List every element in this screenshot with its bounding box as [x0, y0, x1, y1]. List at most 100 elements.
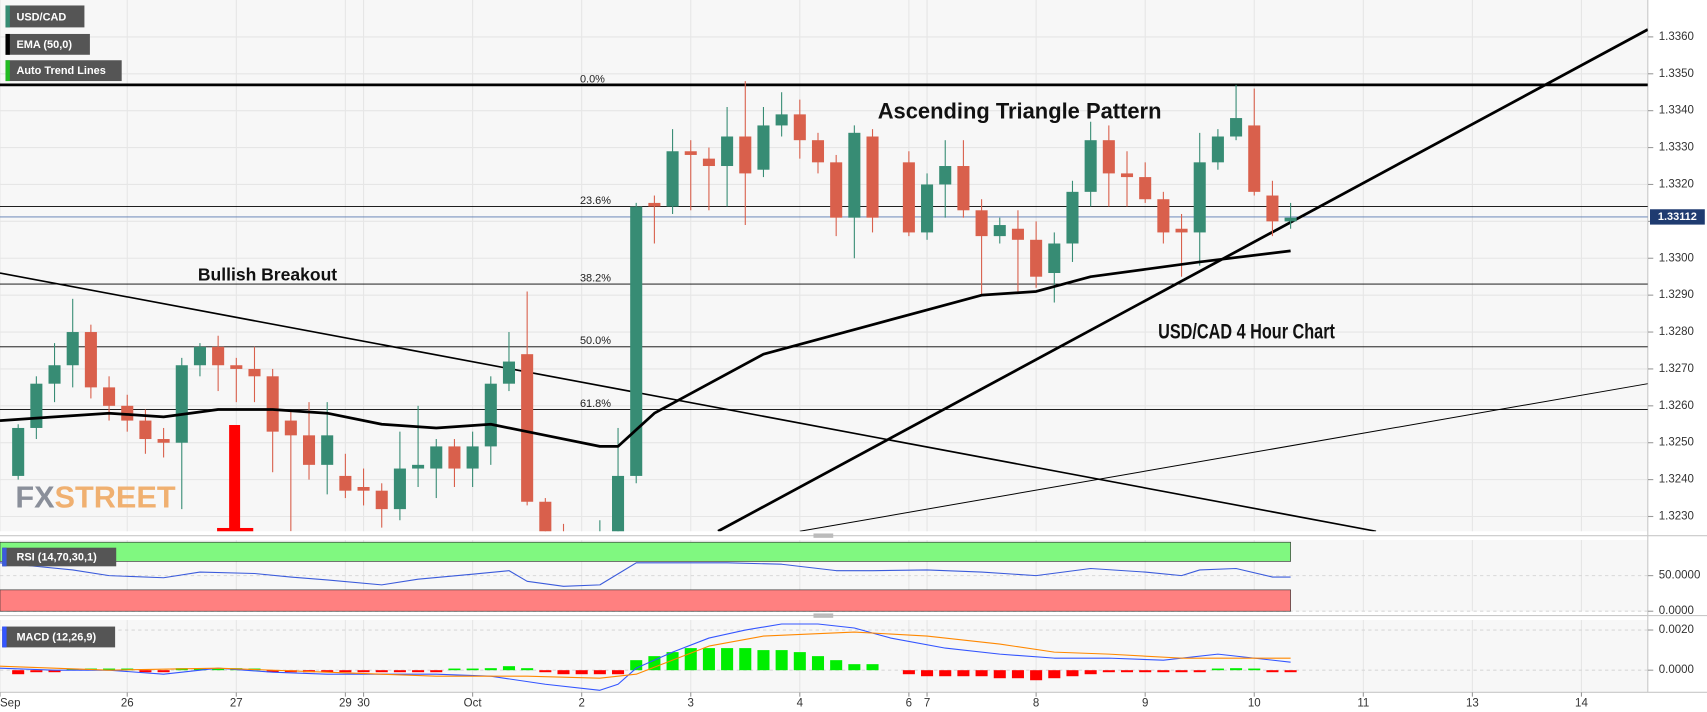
histogram-bar: [1030, 670, 1043, 681]
red-marker-base: [217, 527, 254, 532]
histogram-bar: [448, 668, 461, 671]
histogram-bar: [957, 670, 970, 677]
last-price-box: [1649, 209, 1705, 225]
histogram-bar: [393, 670, 406, 673]
legend-box[interactable]: [5, 5, 85, 28]
histogram-bar: [648, 656, 661, 671]
candle-body: [1175, 228, 1188, 233]
candle-body: [430, 446, 443, 469]
x-tick-label: 26: [121, 697, 134, 709]
fib-label: 61.8%: [580, 398, 611, 410]
candle-body: [375, 490, 388, 510]
histogram-bar: [1175, 670, 1188, 673]
resize-handle[interactable]: [813, 533, 834, 538]
candle-body: [12, 427, 25, 476]
candle-body: [1048, 243, 1061, 274]
histogram-bar: [702, 648, 715, 671]
histogram-bar: [193, 668, 206, 671]
watermark-part: FX: [15, 480, 55, 515]
x-tick-label: 4: [797, 697, 804, 709]
last-price-label: 1.33112: [1658, 211, 1697, 223]
panel-title: RSI (14,70,30,1): [16, 551, 97, 563]
legend-box[interactable]: [5, 60, 122, 82]
candle-body: [1230, 118, 1243, 137]
trend-line: [717, 28, 1648, 532]
histogram-bar: [1139, 670, 1152, 673]
candle-body: [993, 225, 1006, 237]
y-tick-label: 1.3260: [1659, 400, 1694, 412]
y-tick-label: 1.3230: [1659, 511, 1694, 523]
y-tick-label: 50.0000: [1659, 570, 1701, 582]
histogram-bar: [103, 668, 116, 671]
histogram-bar: [866, 664, 879, 671]
candle-body: [248, 368, 261, 377]
candle-body: [830, 162, 843, 218]
x-tick-label: 3: [688, 697, 694, 709]
candle-body: [648, 202, 661, 207]
histogram-bar: [502, 666, 516, 671]
y-tick-label: 1.3300: [1659, 252, 1694, 264]
legend-swatch: [2, 547, 7, 567]
y-tick-label: 1.3240: [1659, 474, 1694, 486]
candle-body: [866, 136, 879, 218]
histogram-bar: [902, 670, 915, 675]
candle-body: [84, 332, 97, 388]
x-tick-label: 9: [1142, 697, 1148, 709]
candle-body: [193, 346, 206, 366]
y-tick-label: 0.0000: [1659, 605, 1694, 617]
candle-body: [793, 114, 806, 141]
candle-body: [811, 140, 825, 163]
candle-body: [466, 446, 479, 469]
histogram-bar: [1230, 668, 1243, 671]
x-tick-label: 13: [1466, 697, 1479, 709]
x-tick-label: 30: [357, 697, 370, 709]
candle-body: [1157, 199, 1170, 233]
y-tick-label: 1.3360: [1659, 31, 1694, 43]
candle-body: [1102, 140, 1115, 174]
macd-line: [0, 623, 1291, 691]
y-tick-label: 1.3340: [1659, 105, 1694, 117]
x-tick-label: Oct: [464, 697, 483, 709]
legend-box[interactable]: [2, 626, 116, 648]
candle-body: [1084, 140, 1097, 192]
histogram-bar: [939, 670, 952, 677]
histogram-bar: [775, 650, 788, 671]
y-tick-label: 1.3320: [1659, 178, 1694, 190]
candle-body: [30, 383, 43, 428]
histogram-bar: [1157, 670, 1170, 673]
signal-line: [0, 631, 1291, 679]
candle-body: [721, 136, 734, 167]
resize-handle[interactable]: [813, 613, 834, 618]
histogram-bar: [139, 670, 152, 673]
candle-body: [1011, 228, 1024, 240]
annotation: USD/CAD 4 Hour Chart: [1158, 320, 1335, 343]
candle-body: [502, 361, 516, 384]
histogram-bar: [811, 656, 825, 671]
histogram-bar: [921, 670, 934, 677]
histogram-bar: [430, 670, 443, 673]
legend-swatch: [5, 5, 10, 28]
overbought-band: [0, 541, 1291, 562]
fib-label: 38.2%: [580, 272, 611, 284]
candle-body: [1193, 162, 1206, 233]
histogram-bar: [830, 660, 843, 671]
histogram-bar: [739, 648, 752, 671]
legend-box[interactable]: [5, 33, 90, 55]
histogram-bar: [30, 670, 43, 673]
histogram-bar: [1193, 670, 1206, 673]
candle-body: [48, 365, 61, 384]
candle-body: [302, 435, 316, 465]
x-tick-label: 7: [924, 697, 930, 709]
legend-box[interactable]: [2, 547, 117, 567]
fib-label: 0.0%: [580, 73, 605, 85]
fib-label: 23.6%: [580, 195, 611, 207]
histogram-bar: [793, 652, 806, 671]
candle-body: [521, 354, 534, 502]
y-tick-label: 1.3290: [1659, 289, 1694, 301]
x-tick-label: 2: [578, 697, 584, 709]
histogram-bar: [1120, 670, 1134, 673]
candle-body: [284, 420, 297, 436]
histogram-bar: [339, 670, 352, 673]
candle-body: [921, 184, 934, 233]
histogram-bar: [375, 670, 388, 673]
